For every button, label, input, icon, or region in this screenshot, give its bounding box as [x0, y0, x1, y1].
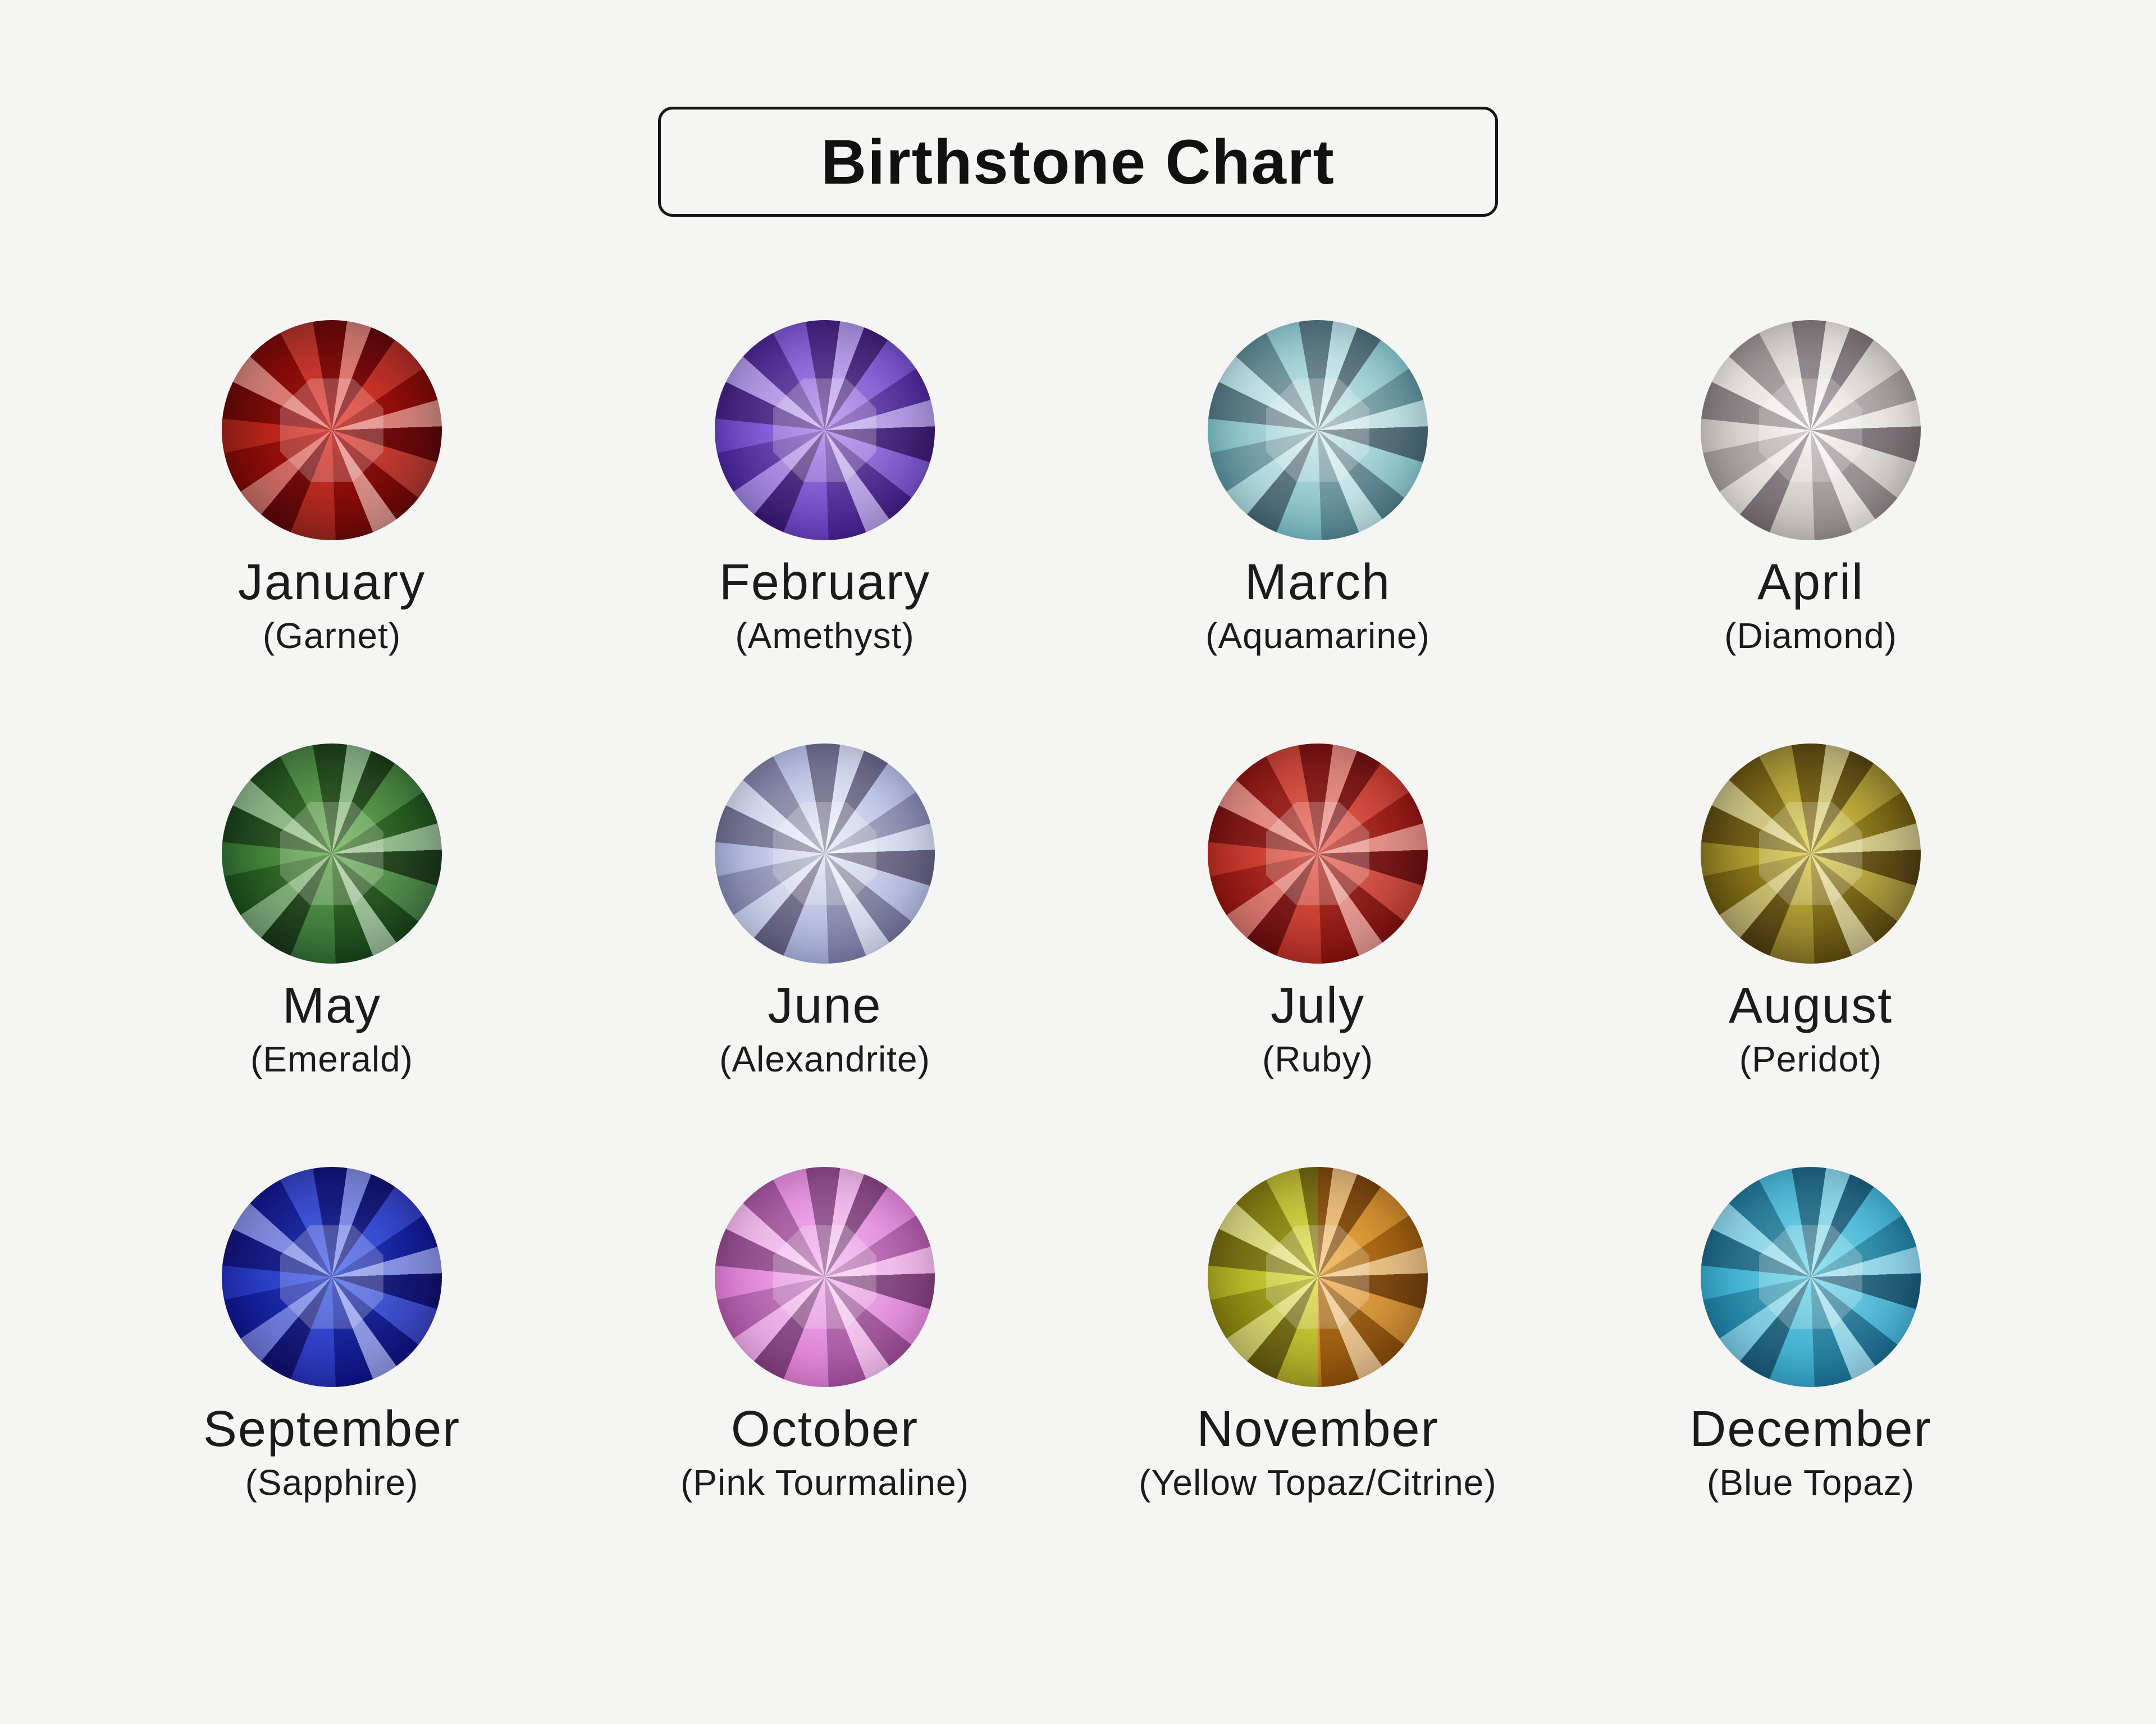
month-label: May [282, 978, 382, 1034]
month-label: December [1689, 1401, 1932, 1457]
month-label: November [1196, 1401, 1439, 1457]
cell-july: July (Ruby) [1071, 744, 1564, 1167]
month-label: October [730, 1401, 919, 1457]
gem-garnet [222, 320, 442, 540]
stone-label: (Alexandrite) [719, 1039, 930, 1079]
cell-november: November (Yellow Topaz/Citrine) [1071, 1167, 1564, 1590]
cell-december: December (Blue Topaz) [1564, 1167, 2057, 1590]
gem-sapphire [222, 1167, 442, 1387]
gem-pink-tourmaline [715, 1167, 935, 1387]
chart-title-box: Birthstone Chart [658, 107, 1498, 217]
stone-label: (Ruby) [1262, 1039, 1374, 1079]
gem-aquamarine [1208, 320, 1428, 540]
month-label: June [768, 978, 882, 1034]
gem-yellow-topaz-citrine [1208, 1167, 1428, 1387]
page-title: Birthstone Chart [821, 126, 1335, 197]
cell-may: May (Emerald) [85, 744, 578, 1167]
stone-label: (Yellow Topaz/Citrine) [1139, 1462, 1497, 1503]
stone-label: (Emerald) [250, 1039, 413, 1079]
birthstone-chart-page: Birthstone Chart January (Garnet) Februa… [0, 107, 2156, 1724]
gem-blue-topaz [1701, 1167, 1921, 1387]
month-label: February [719, 554, 931, 610]
cell-february: February (Amethyst) [578, 320, 1071, 744]
stone-label: (Amethyst) [735, 615, 915, 656]
month-label: September [203, 1401, 461, 1457]
month-label: March [1244, 554, 1391, 610]
gem-right-half-citrine [1318, 1167, 1428, 1387]
cell-april: April (Diamond) [1564, 320, 2057, 744]
gem-diamond [1701, 320, 1921, 540]
month-label: January [237, 554, 426, 610]
gem-alexandrite [715, 744, 935, 964]
month-label: April [1757, 554, 1865, 610]
stone-label: (Aquamarine) [1205, 615, 1430, 656]
stone-label: (Diamond) [1724, 615, 1897, 656]
month-label: July [1270, 978, 1365, 1034]
cell-october: October (Pink Tourmaline) [578, 1167, 1071, 1590]
stone-label: (Blue Topaz) [1706, 1462, 1915, 1503]
gem-ruby [1208, 744, 1428, 964]
gem-peridot [1701, 744, 1921, 964]
cell-september: September (Sapphire) [85, 1167, 578, 1590]
cell-january: January (Garnet) [85, 320, 578, 744]
stone-label: (Garnet) [262, 615, 401, 656]
cell-august: August (Peridot) [1564, 744, 2057, 1167]
month-label: August [1728, 978, 1893, 1034]
birthstone-grid: January (Garnet) February (Amethyst) Mar… [85, 320, 2057, 1590]
stone-label: (Sapphire) [245, 1462, 419, 1503]
stone-label: (Peridot) [1739, 1039, 1883, 1079]
stone-label: (Pink Tourmaline) [680, 1462, 969, 1503]
cell-march: March (Aquamarine) [1071, 320, 1564, 744]
gem-amethyst [715, 320, 935, 540]
cell-june: June (Alexandrite) [578, 744, 1071, 1167]
gem-emerald [222, 744, 442, 964]
